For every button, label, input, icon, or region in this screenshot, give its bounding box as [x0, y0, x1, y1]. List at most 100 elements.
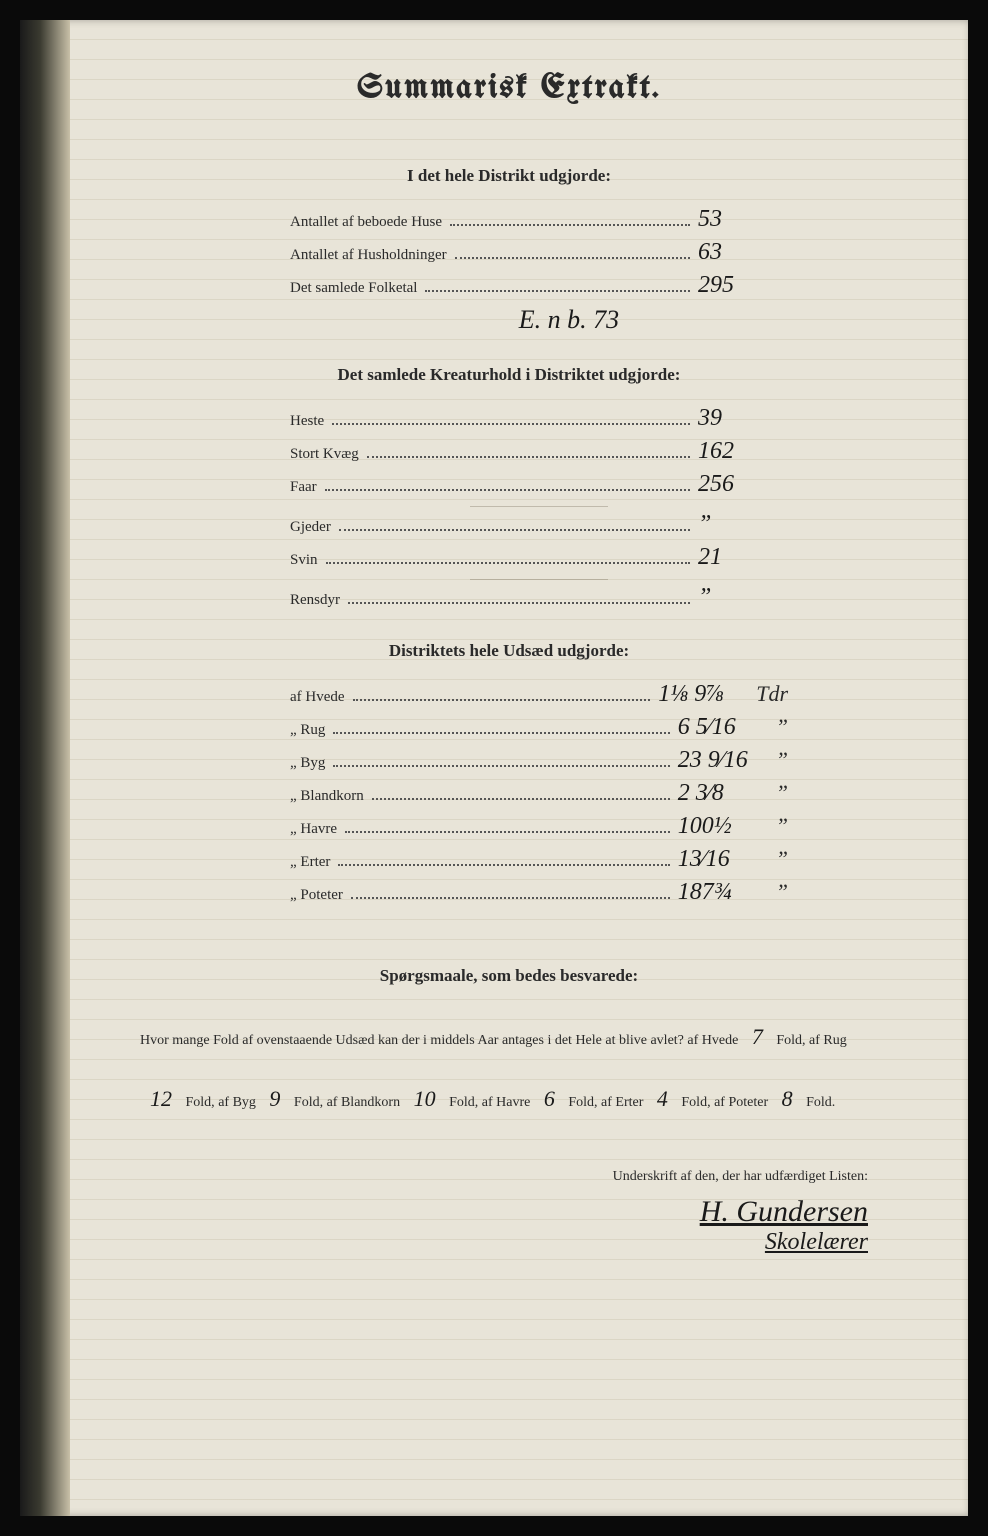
field-suffix: Fold, — [186, 1095, 215, 1110]
field-value: 10 — [404, 1068, 446, 1130]
row-population: Det samlede Folketal 295 — [290, 272, 788, 299]
label: Stort Kvæg — [290, 446, 359, 463]
leader-dots — [455, 257, 690, 259]
label: Heste — [290, 413, 324, 430]
row-reindeer: Rensdyr ” — [290, 584, 788, 611]
value: 39 — [698, 405, 788, 432]
document-title: Summarisk Extrakt. — [110, 70, 908, 106]
leader-dots — [339, 529, 690, 531]
leader-dots — [332, 423, 690, 425]
row-houses: Antallet af beboede Huse 53 — [290, 206, 788, 233]
value: 1⅛ 9⅞ — [658, 681, 748, 708]
section2-rows: Heste 39 Stort Kvæg 162 Faar 256 Gjeder … — [290, 405, 788, 611]
document-page: Summarisk Extrakt. I det hele Distrikt u… — [20, 20, 968, 1516]
field-label: af Erter — [601, 1095, 643, 1110]
section4-heading: Spørgsmaale, som bedes besvarede: — [110, 966, 908, 986]
label: „ Erter — [290, 854, 330, 871]
label: „ Byg — [290, 755, 325, 772]
unit: ” — [776, 813, 788, 839]
field-label: af Byg — [218, 1095, 256, 1110]
row-goats: Gjeder ” — [290, 511, 788, 538]
field-suffix: Fold. — [806, 1095, 835, 1110]
field-label: af Rug — [809, 1033, 847, 1048]
value: 6 5⁄16 — [678, 714, 768, 741]
field-suffix: Fold, — [449, 1095, 478, 1110]
field-label: af Blandkorn — [327, 1095, 400, 1110]
unit: ” — [776, 780, 788, 806]
section2-heading: Det samlede Kreaturhold i Distriktet udg… — [110, 365, 908, 385]
label: Gjeder — [290, 519, 331, 536]
unit: ” — [776, 747, 788, 773]
field-value: 12 — [140, 1068, 182, 1130]
value: 100½ — [678, 813, 768, 840]
leader-dots — [345, 831, 670, 833]
field-value: 6 — [534, 1068, 565, 1130]
field-value: 9 — [259, 1068, 290, 1130]
value: 256 — [698, 471, 788, 498]
label: Antallet af Husholdninger — [290, 247, 447, 264]
leader-dots — [325, 489, 690, 491]
question-intro: Hvor mange Fold af ovenstaaende Udsæd ka… — [140, 1033, 684, 1048]
row-rye: „ Rug 6 5⁄16 ” — [290, 714, 788, 741]
label: Det samlede Folketal — [290, 280, 417, 297]
label: Antallet af beboede Huse — [290, 214, 442, 231]
value: ” — [698, 511, 788, 538]
label: „ Havre — [290, 821, 337, 838]
field-label: af Havre — [482, 1095, 531, 1110]
row-cattle: Stort Kvæg 162 — [290, 438, 788, 465]
leader-dots — [351, 897, 670, 899]
unit: ” — [776, 846, 788, 872]
leader-dots — [353, 699, 651, 701]
value: 295 — [698, 272, 788, 299]
signature-label: Underskrift af den, der har udfærdiget L… — [110, 1169, 868, 1185]
signature-name: H. Gundersen — [110, 1195, 868, 1229]
leader-dots — [333, 765, 669, 767]
label: Faar — [290, 479, 317, 496]
section1-heading: I det hele Distrikt udgjorde: — [110, 166, 908, 186]
label: „ Blandkorn — [290, 788, 364, 805]
value: 21 — [698, 544, 788, 571]
label: „ Rug — [290, 722, 325, 739]
row-potatoes: „ Poteter 187¾ ” — [290, 879, 788, 906]
value: 187¾ — [678, 879, 768, 906]
section1-rows: Antallet af beboede Huse 53 Antallet af … — [290, 206, 788, 299]
faint-rule — [470, 506, 608, 507]
leader-dots — [450, 224, 690, 226]
field-value: 4 — [647, 1068, 678, 1130]
leader-dots — [326, 562, 690, 564]
value: 63 — [698, 239, 788, 266]
row-wheat: af Hvede 1⅛ 9⅞ Tdr — [290, 681, 788, 708]
row-mixedgrain: „ Blandkorn 2 3⁄8 ” — [290, 780, 788, 807]
leader-dots — [367, 456, 690, 458]
label: Svin — [290, 552, 318, 569]
section3-rows: af Hvede 1⅛ 9⅞ Tdr „ Rug 6 5⁄16 ” „ Byg … — [290, 681, 788, 906]
row-horses: Heste 39 — [290, 405, 788, 432]
signature-title: Skolelærer — [110, 1229, 868, 1256]
label: af Hvede — [290, 689, 345, 706]
unit: Tdr — [756, 681, 788, 707]
handwritten-annotation: E. n b. 73 — [230, 305, 908, 335]
row-households: Antallet af Husholdninger 63 — [290, 239, 788, 266]
question-paragraph: Hvor mange Fold af ovenstaaende Udsæd ka… — [140, 1006, 878, 1129]
leader-dots — [333, 732, 669, 734]
leader-dots — [425, 290, 690, 292]
value: 53 — [698, 206, 788, 233]
field-suffix: Fold, — [681, 1095, 710, 1110]
field-suffix: Fold, — [776, 1033, 805, 1048]
row-sheep: Faar 256 — [290, 471, 788, 498]
unit: ” — [776, 714, 788, 740]
field-label: af Poteter — [714, 1095, 768, 1110]
binding-edge — [20, 20, 70, 1516]
value: 162 — [698, 438, 788, 465]
field-value: 7 — [742, 1006, 773, 1068]
label: Rensdyr — [290, 592, 340, 609]
unit: ” — [776, 879, 788, 905]
faint-rule — [470, 579, 608, 580]
field-label: af Hvede — [687, 1033, 738, 1048]
leader-dots — [338, 864, 669, 866]
row-pigs: Svin 21 — [290, 544, 788, 571]
row-peas: „ Erter 13⁄16 ” — [290, 846, 788, 873]
leader-dots — [348, 602, 690, 604]
signature-block: Underskrift af den, der har udfærdiget L… — [110, 1169, 868, 1256]
row-barley: „ Byg 23 9⁄16 ” — [290, 747, 788, 774]
